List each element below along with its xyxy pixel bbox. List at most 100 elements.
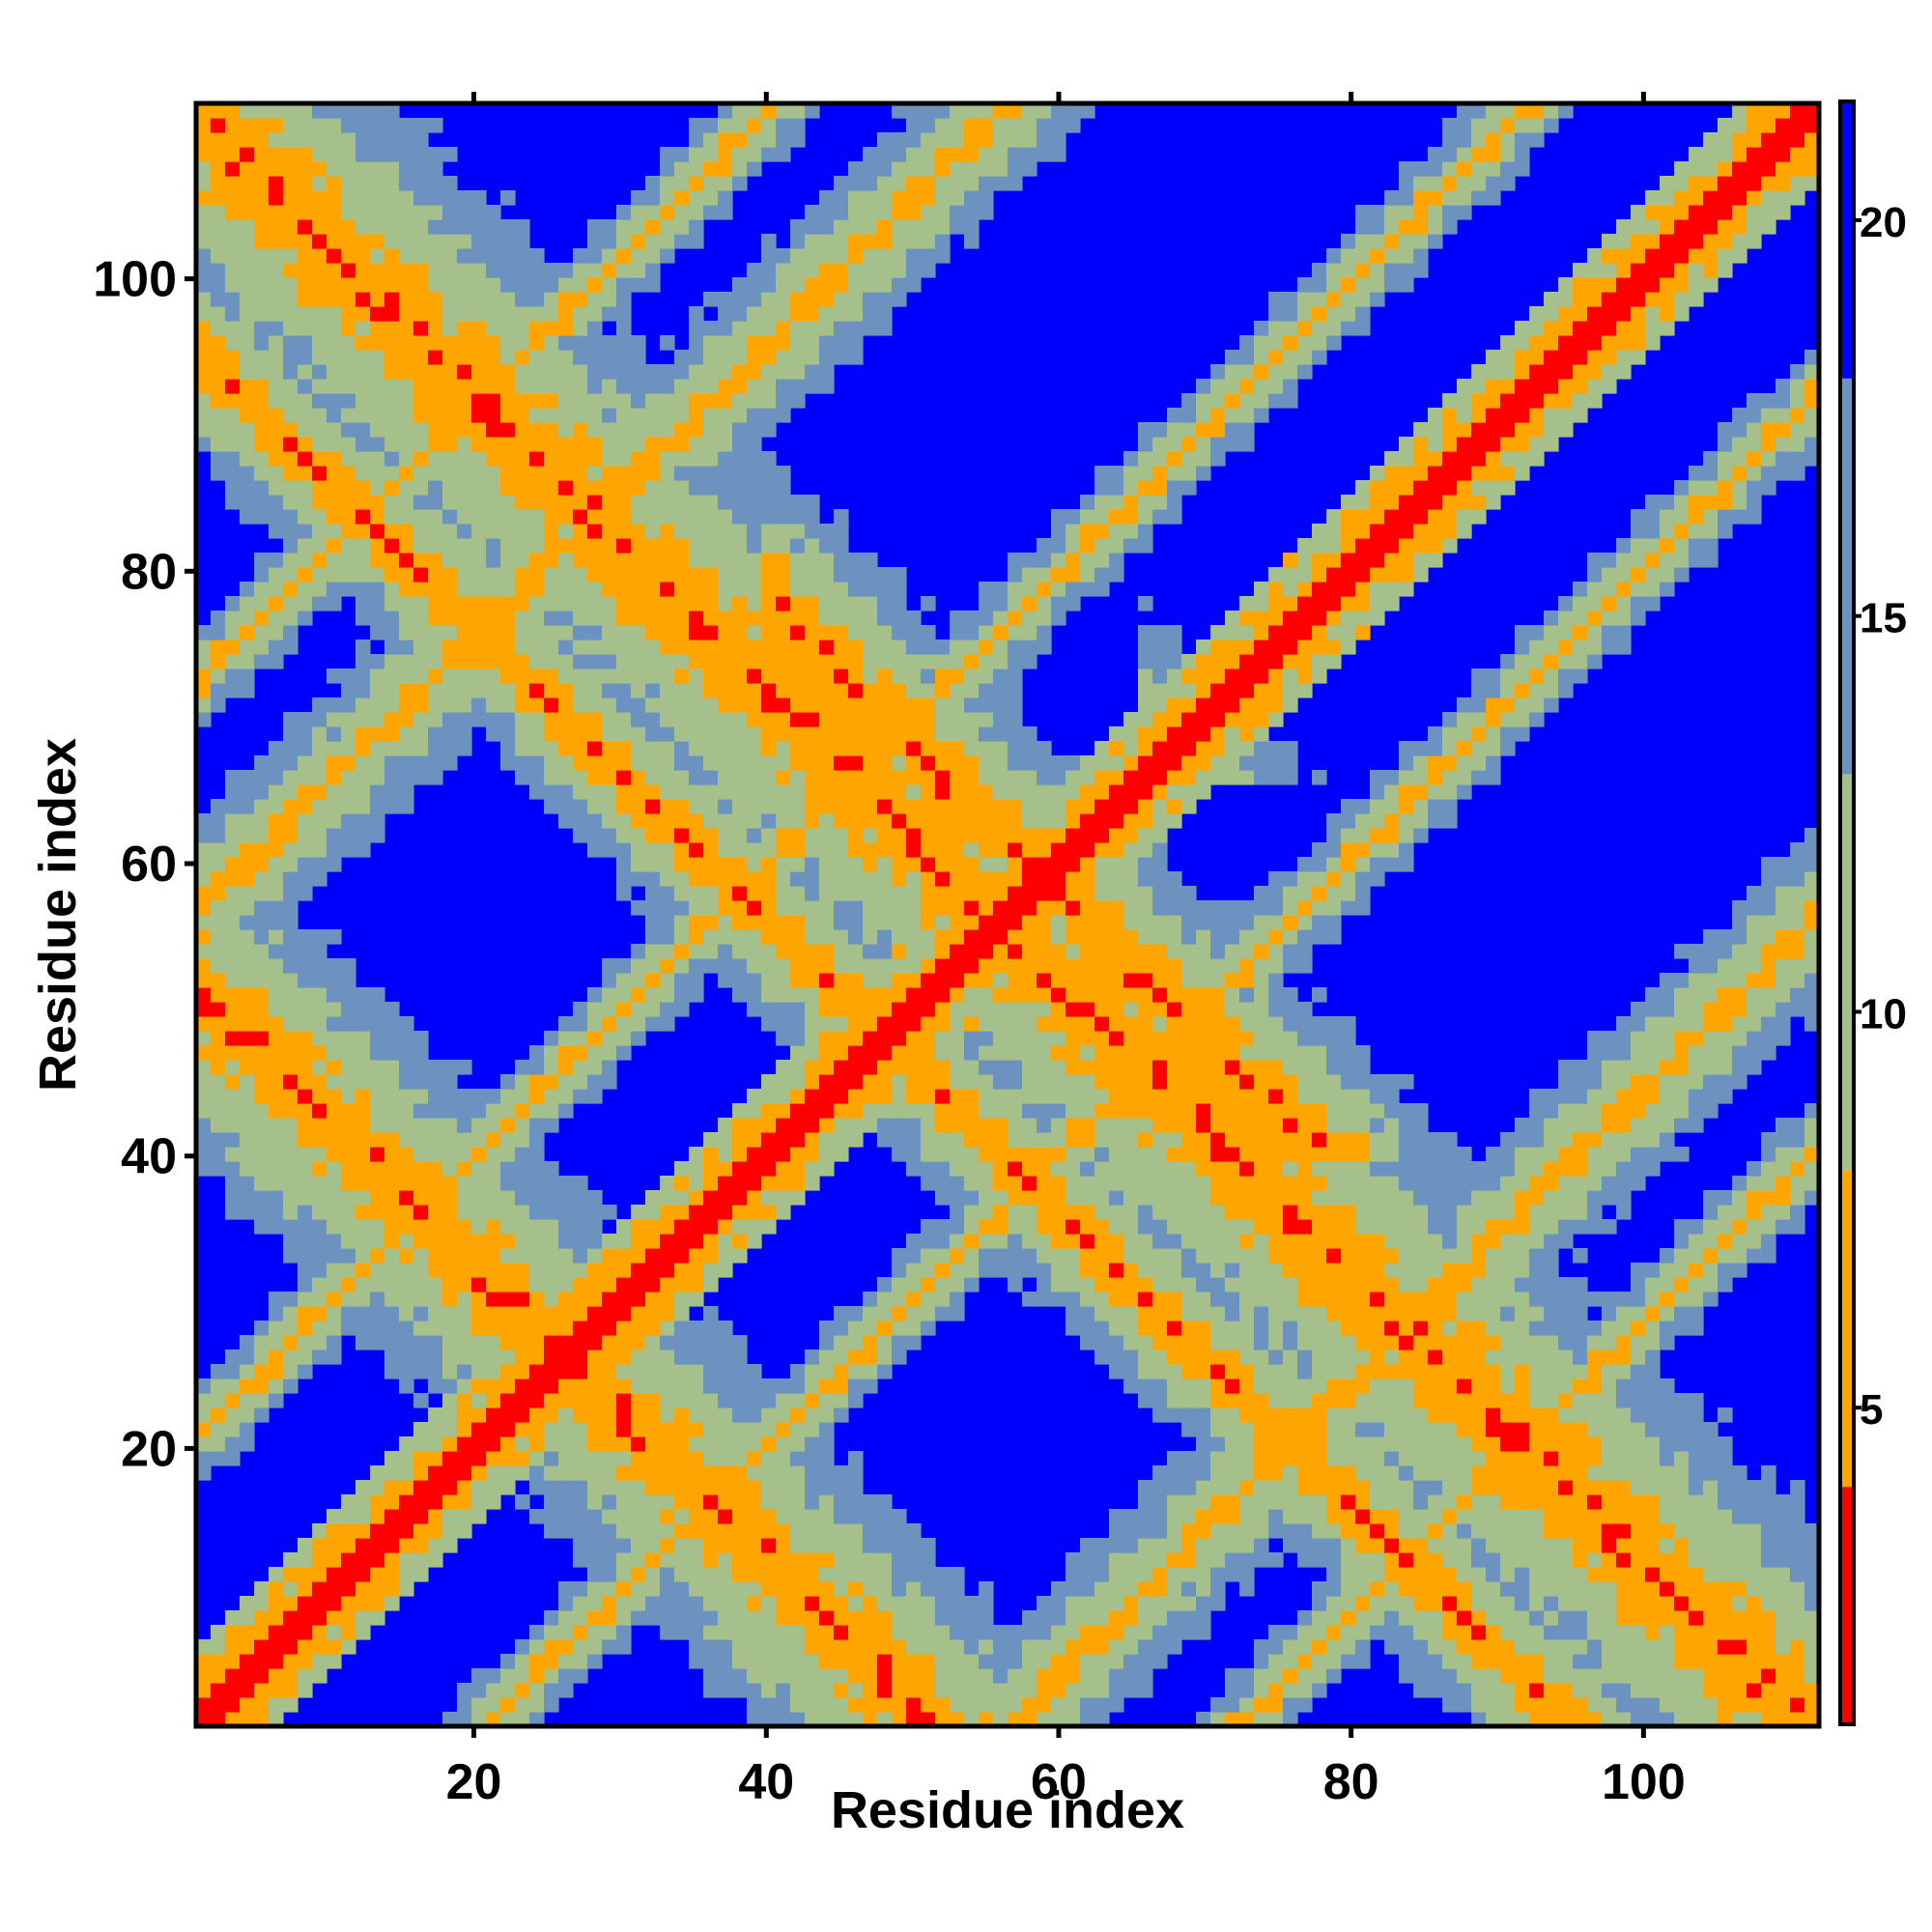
heatmap-cell — [1587, 1625, 1603, 1640]
heatmap-cell — [529, 248, 545, 264]
heatmap-cell — [355, 1089, 371, 1104]
heatmap-cell — [211, 1089, 226, 1104]
heatmap-cell — [776, 1581, 791, 1597]
heatmap-cell — [616, 1610, 632, 1626]
heatmap-cell — [703, 1132, 719, 1148]
heatmap-cell — [211, 118, 226, 133]
heatmap-cell — [703, 567, 719, 582]
heatmap-cell — [196, 1161, 212, 1177]
heatmap-cell — [327, 596, 342, 611]
heatmap-cell — [573, 1292, 588, 1307]
heatmap-cell — [515, 683, 530, 698]
heatmap-cell — [674, 668, 690, 684]
heatmap-cell — [1167, 1350, 1182, 1365]
heatmap-cell — [457, 538, 472, 554]
heatmap-cell — [1442, 1451, 1458, 1466]
heatmap-cell — [457, 1060, 472, 1075]
heatmap-cell — [558, 1378, 574, 1394]
heatmap-cell — [1428, 1248, 1443, 1264]
heatmap-cell — [703, 1205, 719, 1220]
heatmap-cell — [1413, 1683, 1429, 1698]
heatmap-cell — [1689, 1292, 1704, 1307]
heatmap-cell — [471, 1668, 487, 1684]
heatmap-cell — [283, 871, 298, 887]
heatmap-cell — [457, 509, 472, 525]
heatmap-cell — [1312, 1422, 1327, 1437]
heatmap-cell — [471, 263, 487, 278]
heatmap-cell — [1312, 1248, 1327, 1264]
heatmap-cell — [486, 1451, 501, 1466]
heatmap-cell — [529, 1089, 545, 1104]
heatmap-cell — [355, 103, 371, 119]
heatmap-cell — [703, 770, 719, 785]
heatmap-cell — [660, 900, 675, 916]
heatmap-cell — [283, 973, 298, 988]
heatmap-cell — [703, 1465, 719, 1481]
heatmap-cell — [1602, 1292, 1617, 1307]
heatmap-cell — [1486, 1306, 1501, 1321]
heatmap-cell — [950, 1581, 965, 1597]
heatmap-cell — [384, 654, 400, 669]
heatmap-cell — [341, 263, 356, 278]
heatmap-cell — [327, 567, 342, 582]
heatmap-cell — [225, 277, 241, 293]
heatmap-cell — [196, 1016, 212, 1032]
heatmap-cell — [471, 697, 487, 713]
heatmap-cell — [732, 1654, 748, 1669]
heatmap-cell — [616, 1292, 632, 1307]
heatmap-cell — [1167, 1465, 1182, 1481]
heatmap-cell — [602, 1031, 617, 1046]
heatmap-cell — [196, 1697, 212, 1713]
heatmap-cell — [1210, 1292, 1226, 1307]
heatmap-cell — [1254, 1451, 1269, 1466]
heatmap-cell — [1674, 1683, 1690, 1698]
heatmap-cell — [747, 1654, 762, 1669]
heatmap-cell — [1384, 1364, 1400, 1379]
heatmap-cell — [616, 958, 632, 974]
heatmap-cell — [1210, 1205, 1226, 1220]
heatmap-cell — [269, 205, 284, 220]
heatmap-cell — [660, 1364, 675, 1379]
heatmap-cell — [602, 1335, 617, 1350]
heatmap-cell — [196, 871, 212, 887]
heatmap-cell — [1674, 1639, 1690, 1655]
heatmap-cell — [196, 161, 212, 177]
heatmap-cell — [660, 1451, 675, 1466]
heatmap-cell — [631, 1393, 646, 1408]
heatmap-cell — [1747, 1683, 1762, 1698]
heatmap-cell — [355, 1552, 371, 1568]
heatmap-cell — [211, 1060, 226, 1075]
heatmap-cell — [906, 1697, 922, 1713]
heatmap-cell — [616, 799, 632, 814]
heatmap-cell — [486, 668, 501, 684]
heatmap-cell — [1616, 1567, 1632, 1582]
heatmap-cell — [1573, 1494, 1588, 1510]
heatmap-cell — [1022, 1205, 1037, 1220]
heatmap-cell — [660, 755, 675, 771]
heatmap-cell — [254, 292, 270, 307]
heatmap-cell — [732, 1494, 748, 1510]
heatmap-cell — [1500, 1538, 1516, 1553]
heatmap-cell — [428, 1292, 443, 1307]
heatmap-cell — [355, 263, 371, 278]
heatmap-cell — [1515, 1306, 1530, 1321]
heatmap-cell — [370, 683, 385, 698]
heatmap-cell — [689, 1436, 704, 1452]
heatmap-cell — [500, 1465, 516, 1481]
heatmap-cell — [283, 1234, 298, 1249]
heatmap-cell — [1776, 1668, 1791, 1684]
heatmap-cell — [298, 147, 313, 162]
heatmap-cell — [384, 176, 400, 191]
heatmap-cell — [1573, 1538, 1588, 1553]
heatmap-cell — [1515, 1697, 1530, 1713]
heatmap-cell — [747, 1697, 762, 1713]
heatmap-cell — [1384, 1321, 1400, 1336]
heatmap-cell — [1761, 1538, 1776, 1553]
heatmap-cell — [1529, 1422, 1545, 1437]
heatmap-cell — [863, 1335, 878, 1350]
heatmap-cell — [327, 697, 342, 713]
heatmap-cell — [1399, 1668, 1414, 1684]
heatmap-cell — [515, 697, 530, 713]
heatmap-cell — [602, 1494, 617, 1510]
heatmap-cell — [442, 726, 458, 742]
